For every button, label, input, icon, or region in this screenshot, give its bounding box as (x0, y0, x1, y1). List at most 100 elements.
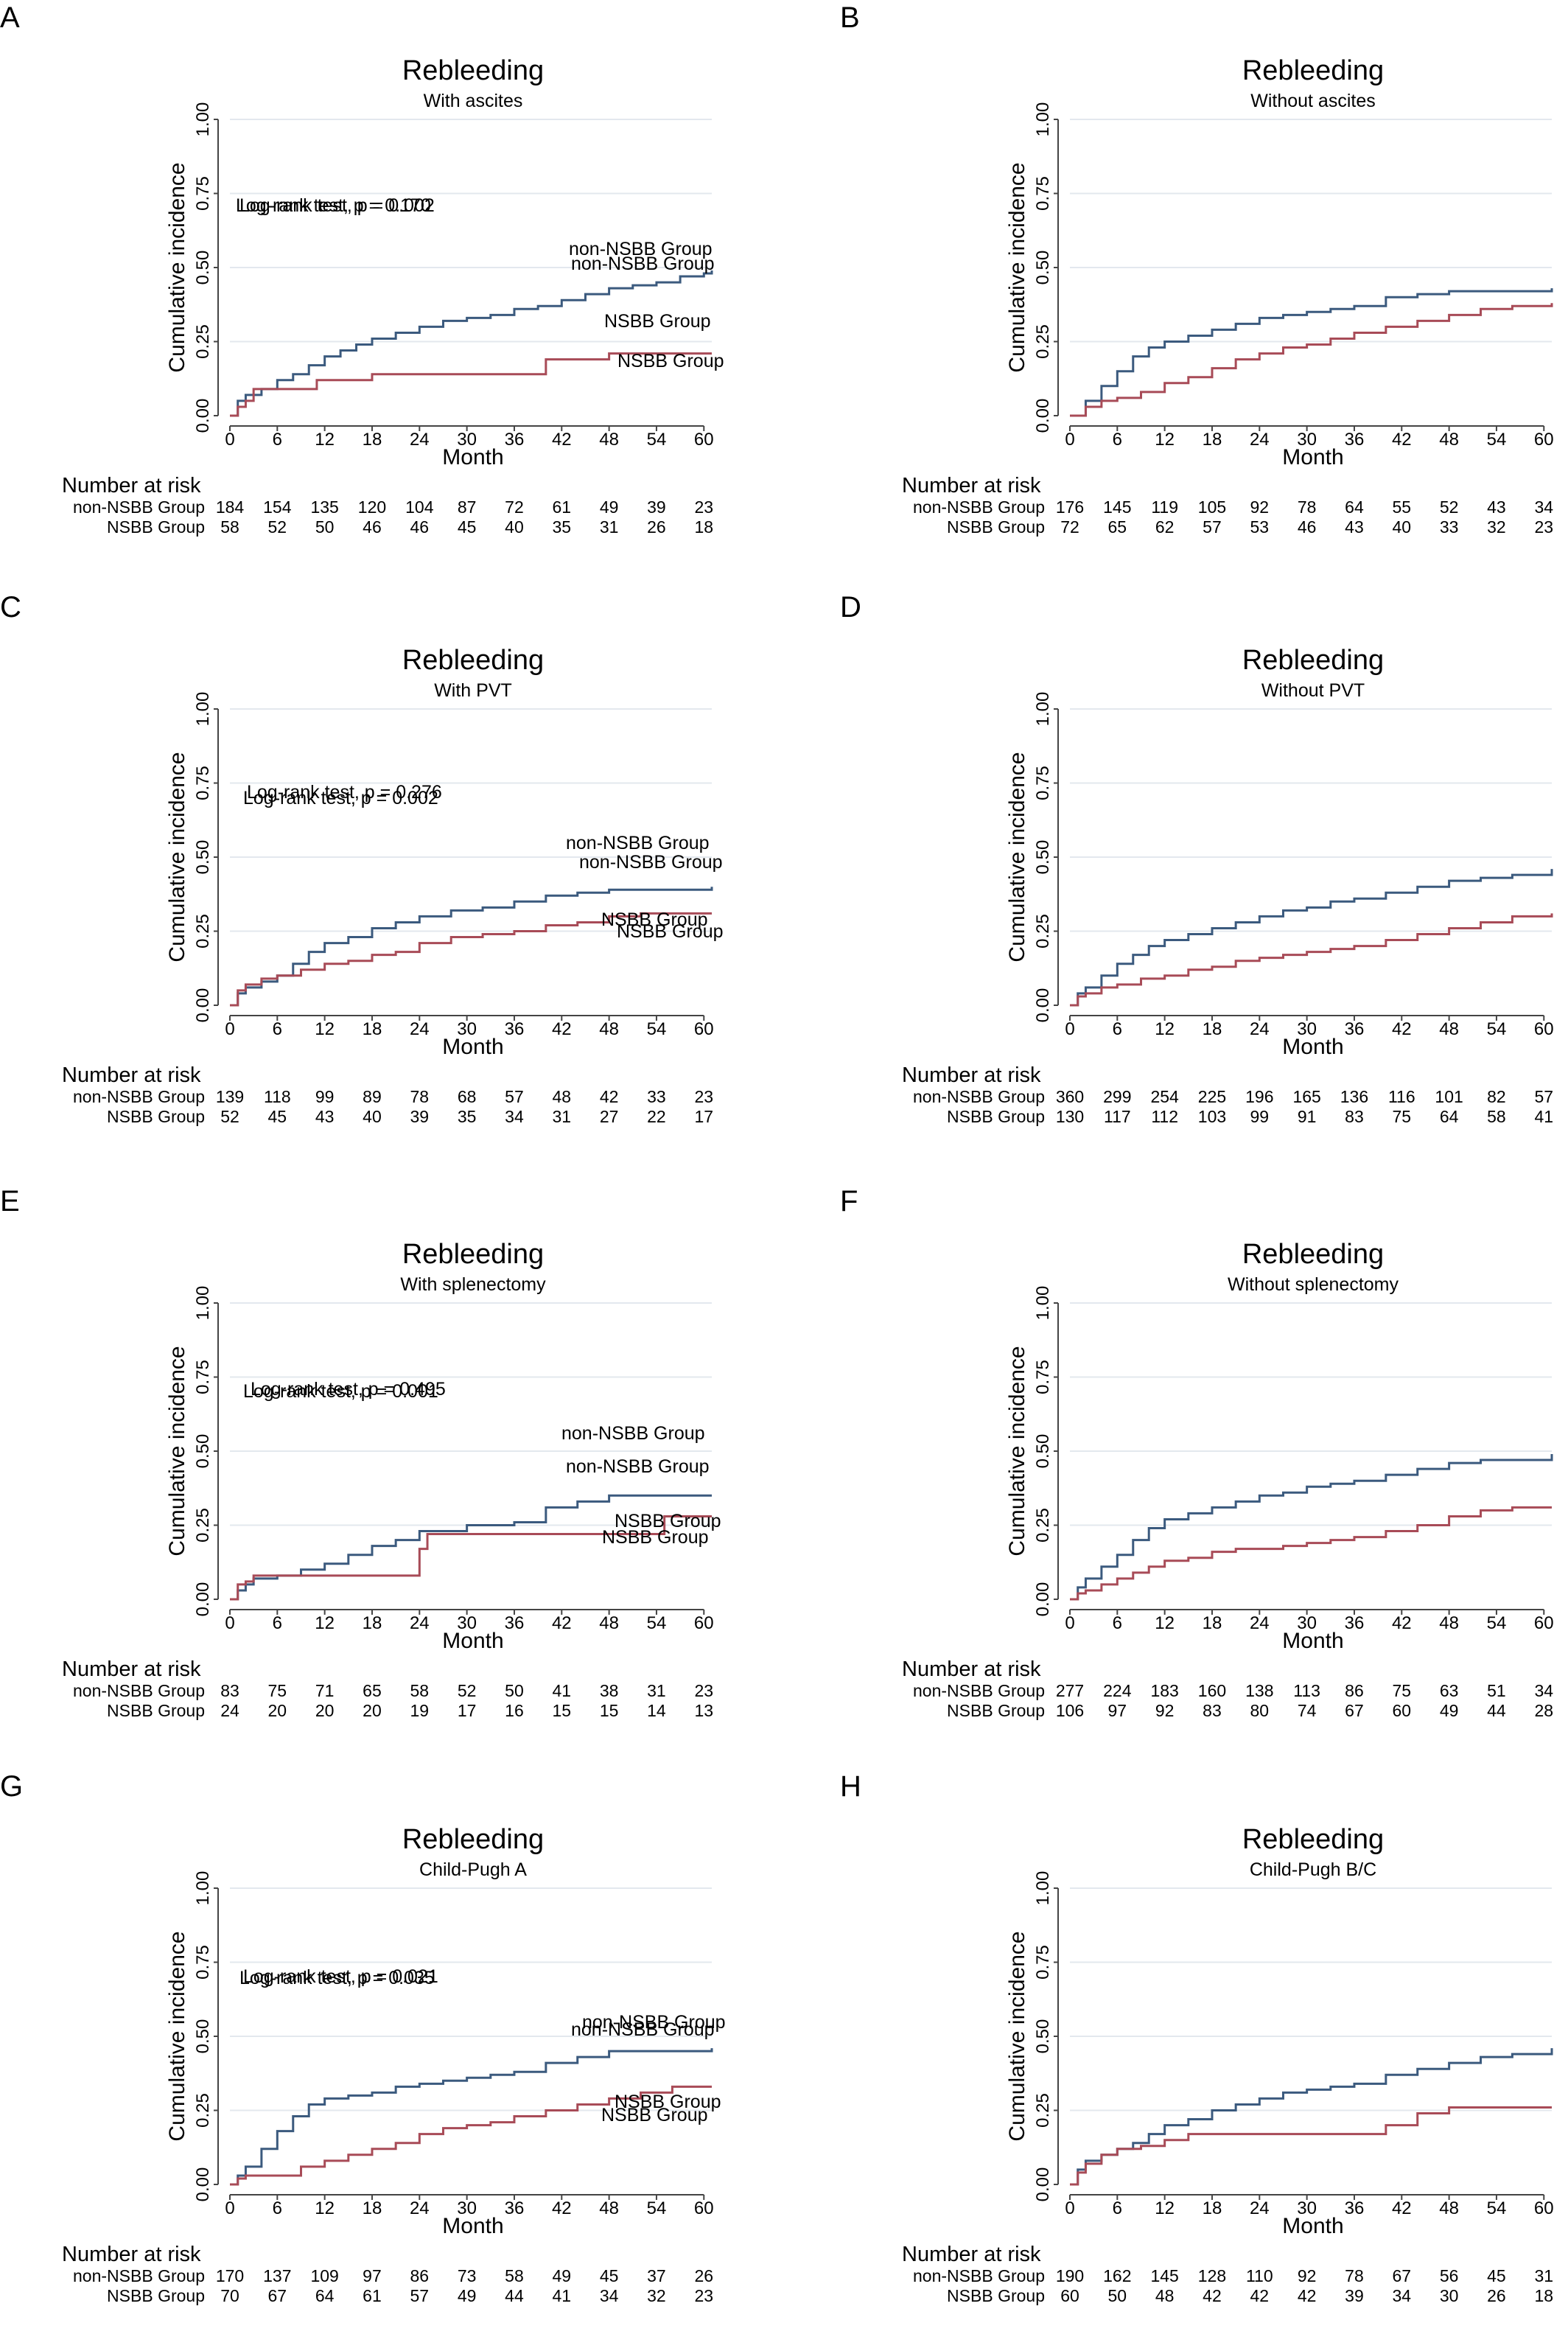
x-tick-label: 36 (505, 2198, 525, 2218)
risk-value: 14 (647, 1701, 666, 1720)
risk-value: 68 (458, 1087, 477, 1106)
risk-value: 20 (363, 1701, 382, 1720)
risk-value: 162 (1103, 2266, 1131, 2285)
risk-value: 52 (458, 1681, 477, 1700)
risk-value: 72 (505, 497, 524, 517)
x-axis-title: Month (1282, 1629, 1343, 1653)
chart-title: Rebleeding (1242, 645, 1384, 676)
risk-value: 34 (505, 1107, 524, 1126)
risk-value: 80 (1250, 1701, 1270, 1720)
panel-d: D Rebleeding Without PVT 0.00 0.25 0.50 0.75 1.… (243, 590, 1568, 1172)
x-tick-label: 18 (1203, 2198, 1222, 2218)
risk-value: 45 (458, 517, 477, 537)
risk-value: 26 (694, 2266, 713, 2285)
x-axis-title: Month (442, 445, 503, 469)
non-nsbb-curve (1070, 869, 1553, 1007)
risk-value: 33 (647, 1087, 666, 1106)
x-tick-label: 48 (1439, 430, 1459, 450)
x-tick-label: 12 (315, 1019, 335, 1039)
series-label: NSBB Group (617, 351, 724, 371)
risk-value: 33 (1440, 517, 1459, 537)
y-tick-label: 0.00 (1033, 399, 1053, 433)
risk-value: 224 (1103, 1681, 1132, 1700)
y-tick-label: 0.25 (193, 1508, 213, 1543)
x-tick-label: 60 (694, 2198, 714, 2218)
risk-value: 97 (1108, 1701, 1127, 1720)
risk-row-label: non-NSBB Group (73, 497, 205, 517)
y-axis-title: Cumulative incidence (165, 752, 189, 962)
x-tick-label: 48 (599, 430, 619, 450)
y-tick-label: 0.00 (1033, 988, 1053, 1023)
series-label: NSBB Group (601, 909, 708, 930)
y-tick-label: 0.25 (193, 914, 213, 949)
series-label: NSBB Group (615, 1511, 721, 1531)
y-tick-label: 0.50 (1033, 251, 1053, 285)
x-tick-label: 0 (225, 1613, 234, 1633)
x-axis-title: Month (442, 2214, 503, 2238)
series-label: NSBB Group (617, 921, 724, 942)
risk-value: 64 (315, 2286, 335, 2305)
risk-value: 63 (1440, 1681, 1459, 1700)
risk-value: 103 (1198, 1107, 1226, 1126)
risk-value: 83 (220, 1681, 239, 1700)
panel-letter: A (0, 1, 20, 34)
risk-row-label: non-NSBB Group (913, 1681, 1045, 1700)
nsbb-curve (230, 2085, 712, 2186)
x-tick-label: 0 (225, 2198, 234, 2218)
y-tick-label: 0.25 (193, 2093, 213, 2128)
risk-value: 46 (410, 517, 430, 537)
x-tick-label: 42 (552, 2198, 572, 2218)
x-tick-label: 12 (1155, 1019, 1175, 1039)
risk-value: 39 (1345, 2286, 1364, 2305)
km-chart: Rebleeding With ascites 0.00 0.25 0.50 0.75 1.… (62, 55, 724, 537)
nsbb-curve (1070, 2106, 1552, 2186)
km-chart: Rebleeding With splenectomy 0.00 0.25 0.50 0.… (62, 1239, 714, 1720)
y-tick-label: 0.00 (193, 1582, 213, 1617)
risk-value: 42 (1203, 2286, 1222, 2305)
risk-value: 119 (1151, 497, 1178, 517)
risk-value: 60 (1060, 2286, 1079, 2305)
panel-letter: H (840, 1770, 861, 1803)
y-tick-label: 0.75 (193, 1360, 213, 1394)
non-nsbb-curve (230, 887, 713, 1007)
risk-table-title: Number at risk (902, 2243, 1041, 2266)
x-tick-label: 42 (1392, 2198, 1412, 2218)
risk-value: 78 (1298, 497, 1317, 517)
risk-value: 45 (600, 2266, 619, 2285)
x-tick-label: 54 (647, 430, 667, 450)
risk-value: 51 (1487, 1681, 1506, 1700)
risk-value: 23 (1534, 517, 1553, 537)
risk-value: 101 (1435, 1087, 1463, 1106)
x-tick-label: 30 (1297, 2198, 1317, 2218)
x-tick-label: 48 (599, 2198, 619, 2218)
risk-value: 136 (1340, 1087, 1368, 1106)
chart-title: Rebleeding (1242, 1239, 1384, 1270)
x-tick-label: 42 (1392, 1019, 1412, 1039)
panel-letter: F (840, 1185, 858, 1218)
x-tick-label: 6 (1113, 1019, 1122, 1039)
risk-table-title: Number at risk (902, 474, 1041, 497)
risk-value: 71 (315, 1681, 335, 1700)
x-tick-label: 36 (505, 1613, 525, 1633)
risk-value: 16 (505, 1701, 524, 1720)
x-tick-label: 60 (1534, 2198, 1554, 2218)
risk-row-label: non-NSBB Group (73, 1681, 205, 1700)
risk-table-title: Number at risk (902, 1063, 1041, 1087)
y-tick-label: 0.50 (193, 840, 213, 875)
km-chart: Rebleeding Without splenectomy 0.00 0.25 0.5… (243, 1239, 1554, 1720)
risk-value: 67 (268, 2286, 287, 2305)
risk-value: 112 (1151, 1107, 1178, 1126)
y-tick-label: 0.25 (1033, 324, 1053, 359)
x-tick-label: 18 (1203, 1019, 1222, 1039)
nsbb-curve (1070, 1506, 1552, 1601)
risk-value: 34 (1534, 1681, 1553, 1700)
risk-value: 31 (552, 1107, 571, 1126)
x-tick-label: 18 (363, 2198, 382, 2218)
y-tick-label: 0.50 (193, 1434, 213, 1469)
chart-title: Rebleeding (402, 1239, 544, 1270)
x-tick-label: 54 (1487, 1613, 1507, 1633)
km-chart: Rebleeding Child-Pugh A 0.00 0.25 0.50 0.75 1.… (62, 1824, 726, 2305)
chart-title: Rebleeding (1242, 1824, 1384, 1855)
risk-row-label: NSBB Group (107, 1107, 205, 1126)
